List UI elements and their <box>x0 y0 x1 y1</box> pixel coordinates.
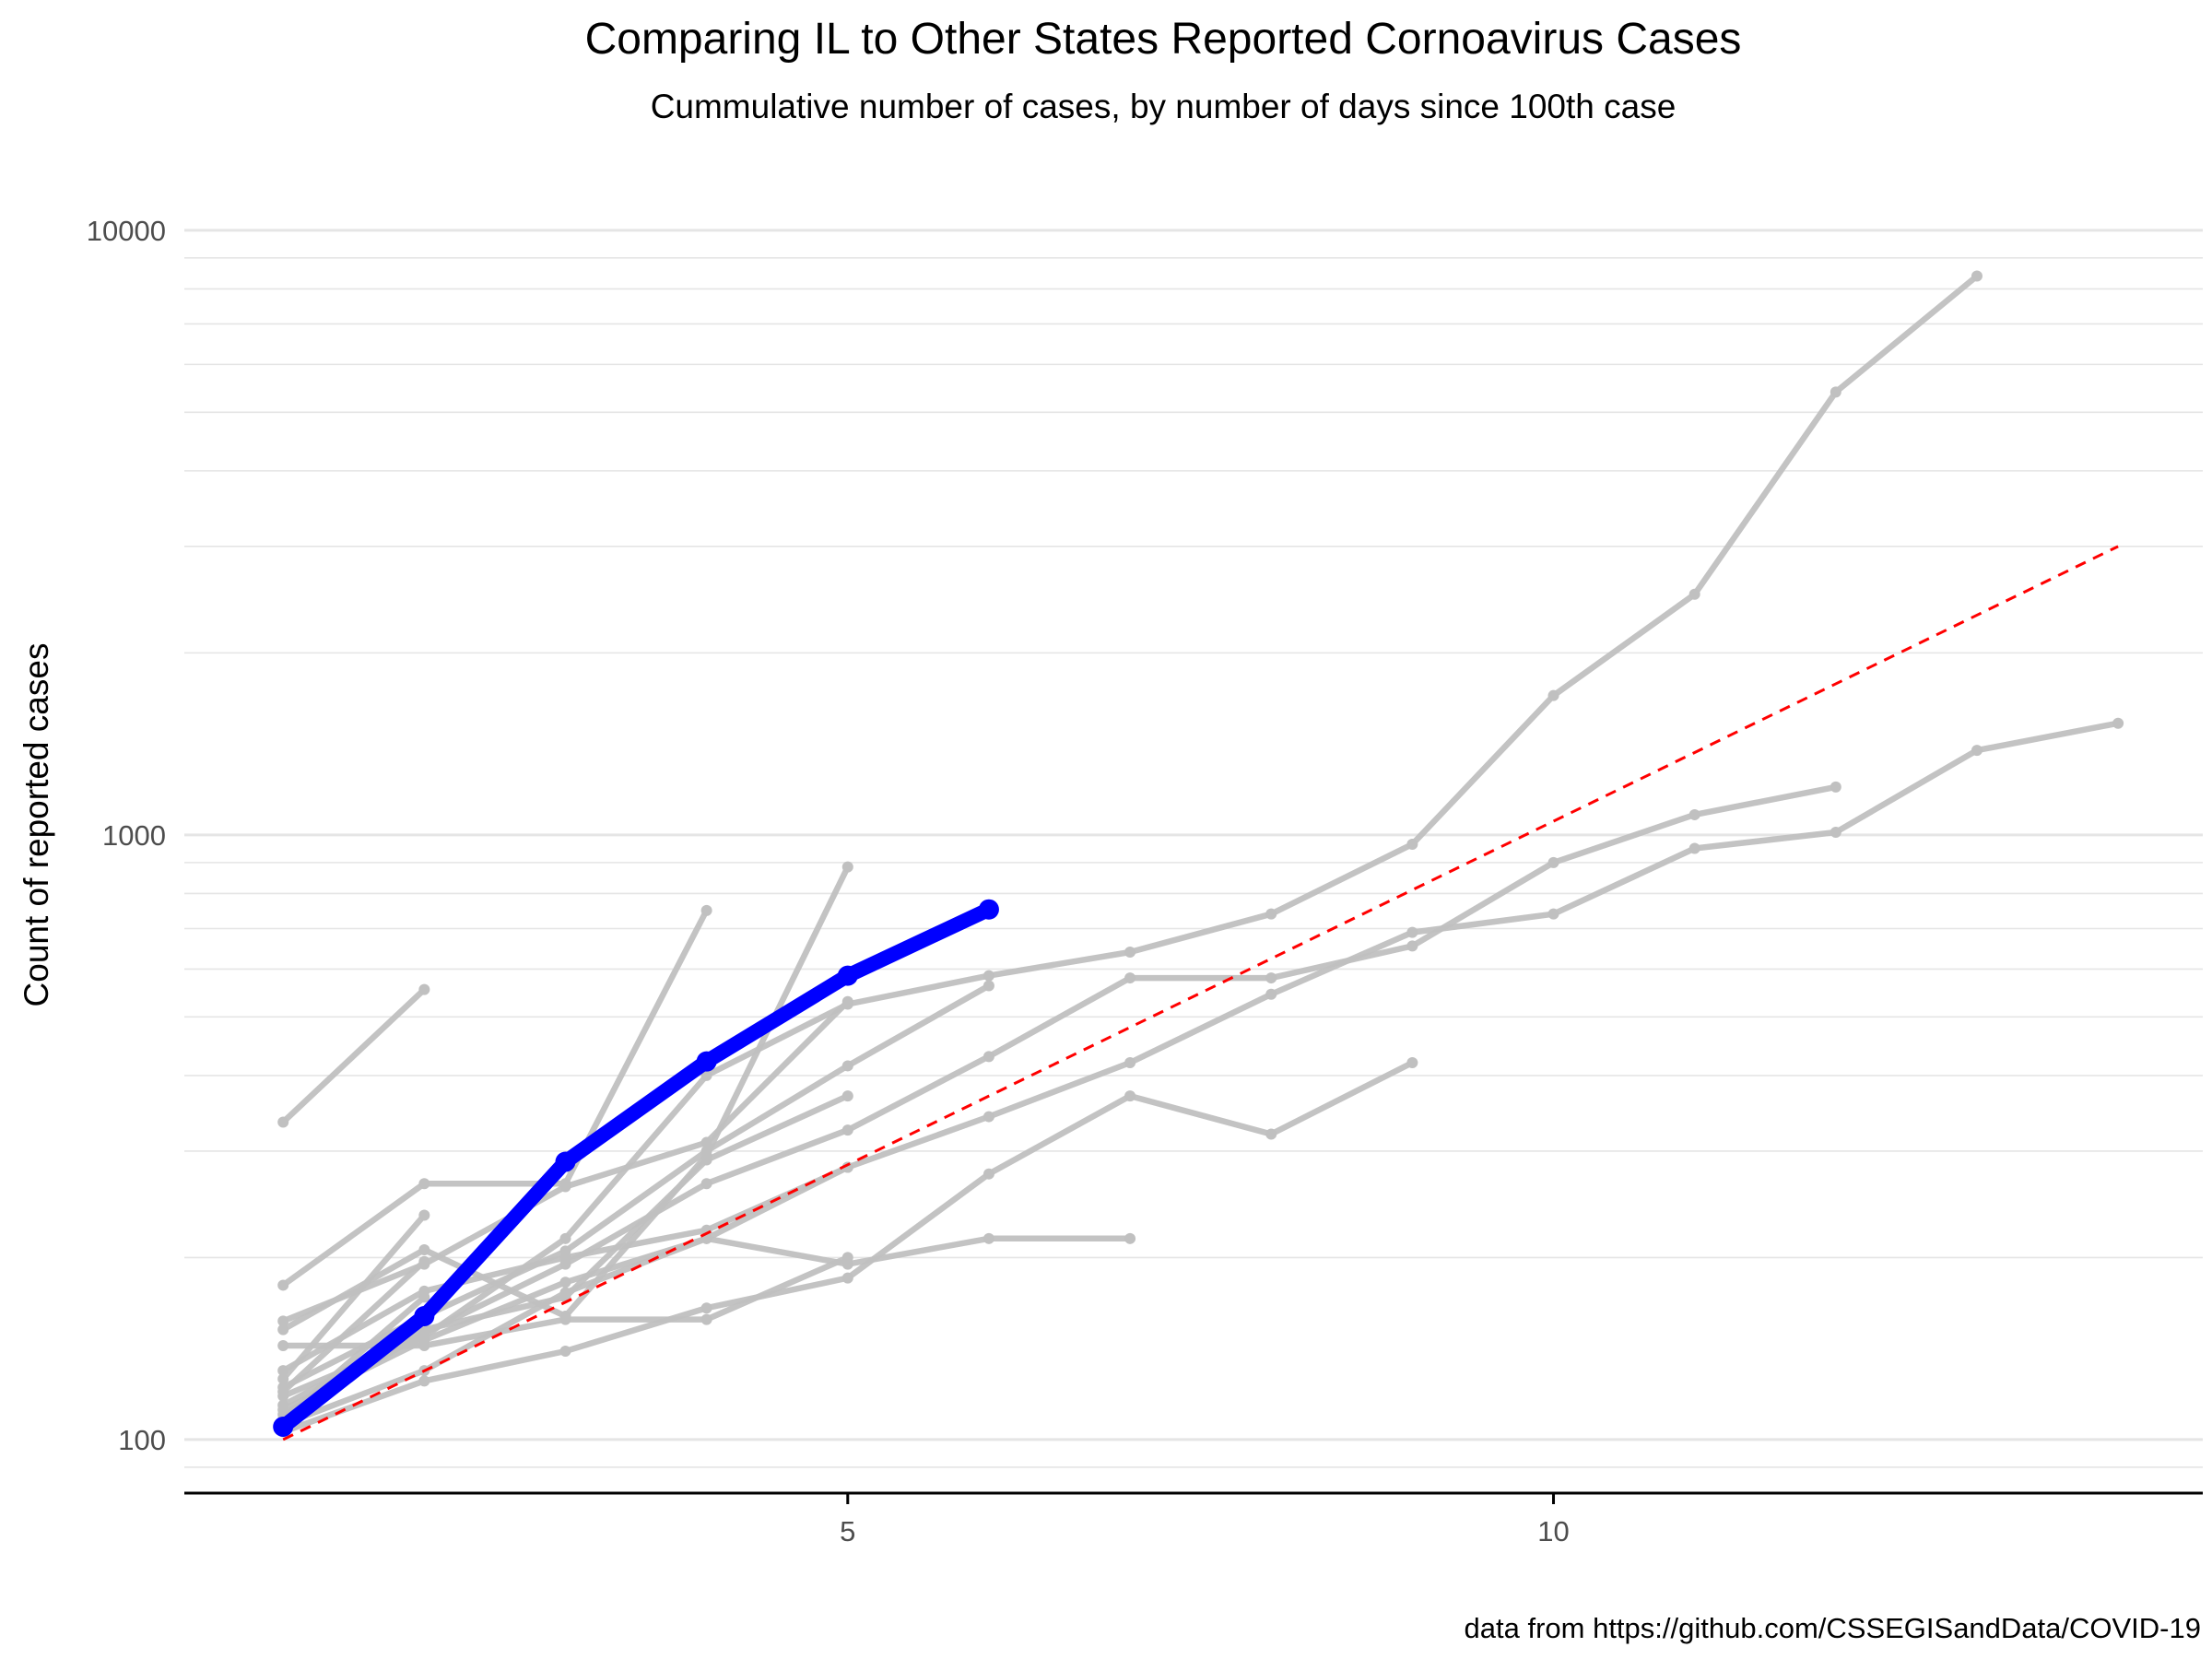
y-tick-label: 10000 <box>87 215 166 247</box>
state-data-point <box>1547 856 1559 868</box>
state-data-point <box>1688 808 1700 820</box>
state-data-point <box>841 1161 853 1173</box>
state-data-point <box>418 1375 430 1387</box>
state-series-line <box>279 907 710 1288</box>
state-data-point <box>1547 689 1559 701</box>
state-data-point <box>700 1313 712 1325</box>
state-data-point <box>1124 1090 1136 1102</box>
state-series-line <box>279 1258 428 1395</box>
state-data-point <box>418 983 430 995</box>
chart-subtitle: Cummulative number of cases, by number o… <box>651 88 1677 125</box>
state-data-point <box>841 1060 853 1072</box>
state-data-point <box>559 1277 571 1288</box>
state-data-point <box>1971 270 1983 282</box>
state-data-point <box>559 1232 571 1244</box>
state-data-point <box>1124 1057 1136 1069</box>
state-series-line <box>279 720 2122 1428</box>
state-data-point <box>2112 717 2124 729</box>
state-data-point <box>841 995 853 1007</box>
state-data-point <box>559 1252 571 1264</box>
chart-caption: data from https://github.com/CSSEGISandD… <box>1465 1612 2201 1644</box>
state-data-point <box>559 1178 571 1190</box>
state-data-point <box>277 1279 289 1291</box>
state-data-point <box>418 1244 430 1256</box>
illinois-data-point <box>978 899 999 920</box>
state-data-point <box>1830 781 1841 793</box>
state-data-point <box>1265 988 1277 1000</box>
state-data-point <box>1124 1232 1136 1244</box>
state-data-point <box>1830 386 1841 398</box>
y-tick-label: 100 <box>118 1424 166 1456</box>
state-data-point <box>277 1324 289 1335</box>
state-data-point <box>1406 926 1418 938</box>
state-data-point <box>277 1315 289 1327</box>
y-axis-ticks: 100 1000 10000 <box>87 215 166 1456</box>
y-axis-label: Count of reported cases <box>18 643 55 1007</box>
state-data-point <box>277 1385 289 1397</box>
state-data-point <box>841 1272 853 1284</box>
state-data-point <box>559 1346 571 1358</box>
state-data-point <box>982 1232 994 1244</box>
state-data-point <box>418 1291 430 1303</box>
x-tick-label: 5 <box>840 1515 855 1547</box>
illinois-series <box>273 899 999 1438</box>
state-data-point <box>1406 839 1418 851</box>
state-data-point <box>700 1149 712 1161</box>
state-data-point <box>1971 745 1983 757</box>
state-data-point <box>982 1168 994 1180</box>
state-data-point <box>1406 940 1418 952</box>
state-data-point <box>277 1373 289 1385</box>
state-data-point <box>1124 972 1136 984</box>
state-data-point <box>1688 842 1700 854</box>
state-data-point <box>700 1302 712 1314</box>
state-data-point <box>1265 972 1277 984</box>
state-data-point <box>1406 1057 1418 1069</box>
state-data-point <box>841 1124 853 1136</box>
state-data-point <box>1688 588 1700 600</box>
state-series-line <box>279 783 1840 1418</box>
x-axis-ticks: 5 10 <box>840 1493 1570 1547</box>
illinois-data-point <box>414 1305 435 1326</box>
state-data-point <box>841 1252 853 1264</box>
state-data-point <box>982 980 994 992</box>
other-states-series <box>277 270 2124 1438</box>
state-data-point <box>700 1069 712 1081</box>
state-data-point <box>418 1255 430 1267</box>
state-data-point <box>700 904 712 916</box>
y-tick-label: 1000 <box>102 819 166 852</box>
state-data-point <box>841 861 853 873</box>
state-data-point <box>982 1111 994 1123</box>
state-data-point <box>559 1310 571 1322</box>
gridlines <box>184 229 2203 1468</box>
illinois-data-point <box>696 1051 717 1072</box>
state-series-line <box>279 986 428 1125</box>
state-data-point <box>700 1178 712 1190</box>
state-data-point <box>418 1209 430 1221</box>
state-data-point <box>1265 908 1277 920</box>
state-data-point <box>982 1051 994 1063</box>
reference-line <box>282 545 2119 1441</box>
reference-line-layer <box>282 545 2119 1441</box>
state-data-point <box>1830 827 1841 839</box>
state-data-point <box>277 1116 289 1128</box>
illinois-series-line <box>276 901 996 1434</box>
state-data-point <box>1265 1128 1277 1140</box>
illinois-data-point <box>273 1417 294 1438</box>
state-series-line <box>279 1212 428 1382</box>
state-data-point <box>418 1178 430 1190</box>
x-tick-label: 10 <box>1537 1515 1569 1547</box>
state-data-point <box>277 1399 289 1411</box>
chart-title: Comparing IL to Other States Reported Co… <box>585 15 1742 64</box>
state-data-point <box>277 1340 289 1352</box>
illinois-data-point <box>555 1151 576 1172</box>
state-data-point <box>418 1340 430 1352</box>
illinois-data-point <box>837 965 858 986</box>
state-data-point <box>841 1090 853 1102</box>
state-data-point <box>982 970 994 982</box>
state-data-point <box>1124 947 1136 959</box>
state-data-point <box>1547 908 1559 920</box>
